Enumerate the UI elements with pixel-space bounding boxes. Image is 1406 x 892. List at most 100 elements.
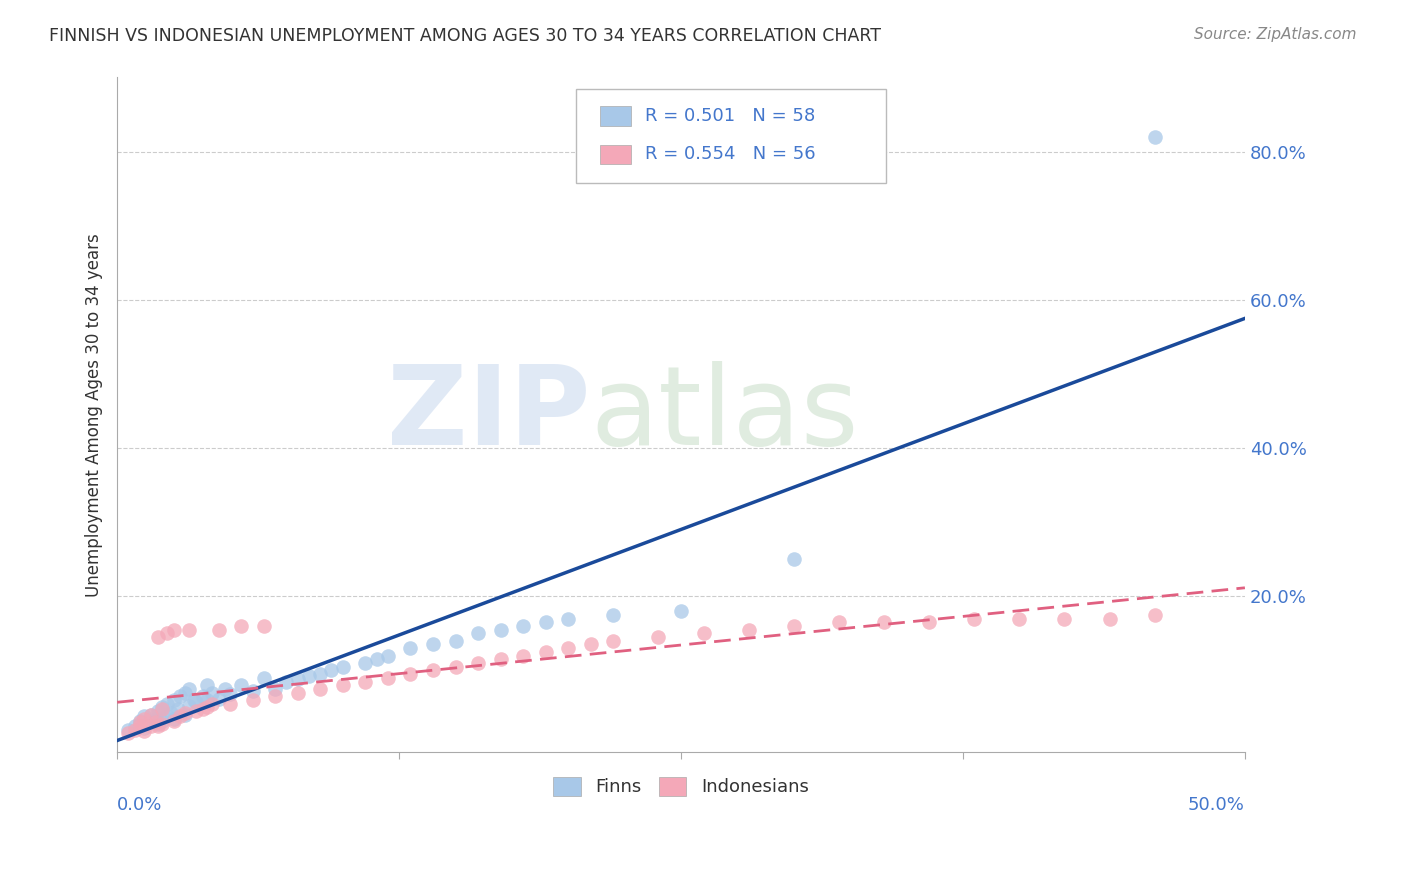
Y-axis label: Unemployment Among Ages 30 to 34 years: Unemployment Among Ages 30 to 34 years xyxy=(86,233,103,597)
Point xyxy=(422,664,444,678)
Point xyxy=(231,619,253,633)
Point xyxy=(146,630,169,644)
Point xyxy=(191,702,214,716)
Point xyxy=(134,709,156,723)
Point xyxy=(183,693,205,707)
Point xyxy=(231,678,253,692)
Point xyxy=(534,645,557,659)
Point xyxy=(783,552,806,566)
Point xyxy=(242,693,264,707)
Point xyxy=(534,615,557,630)
Point xyxy=(422,637,444,651)
Point xyxy=(783,619,806,633)
Point xyxy=(128,719,150,733)
Point xyxy=(134,724,156,739)
Point xyxy=(467,626,489,640)
Point xyxy=(145,712,167,726)
Point xyxy=(197,700,219,714)
Point xyxy=(873,615,896,630)
Point xyxy=(160,706,183,721)
Point xyxy=(489,623,512,637)
Point xyxy=(191,690,214,704)
Point xyxy=(146,716,169,731)
Point xyxy=(156,626,179,640)
Point xyxy=(179,623,201,637)
Point xyxy=(253,619,276,633)
Point xyxy=(332,659,354,673)
Point xyxy=(139,715,162,730)
Point xyxy=(117,723,139,737)
Point xyxy=(298,669,321,683)
Point xyxy=(557,641,579,656)
Point xyxy=(184,694,207,708)
Text: 0.0%: 0.0% xyxy=(117,796,163,814)
Point xyxy=(354,674,377,689)
Point xyxy=(128,714,150,728)
Legend: Finns, Indonesians: Finns, Indonesians xyxy=(546,770,815,804)
Point xyxy=(146,704,169,718)
Point xyxy=(162,712,184,726)
Point xyxy=(512,619,534,633)
Text: atlas: atlas xyxy=(591,361,859,468)
Point xyxy=(366,652,388,666)
Point xyxy=(146,719,169,733)
Point xyxy=(162,714,184,728)
Point xyxy=(162,693,184,707)
Point xyxy=(150,700,173,714)
Text: R = 0.501   N = 58: R = 0.501 N = 58 xyxy=(645,107,815,125)
Point xyxy=(377,648,399,663)
Point xyxy=(1053,611,1076,625)
Point xyxy=(253,671,276,685)
Point xyxy=(444,659,467,673)
Point xyxy=(669,604,692,618)
Point xyxy=(139,707,162,722)
Point xyxy=(489,652,512,666)
Point xyxy=(512,648,534,663)
Point xyxy=(963,611,986,625)
Point xyxy=(287,673,309,687)
Point xyxy=(208,691,231,706)
Point xyxy=(602,633,624,648)
Text: ZIP: ZIP xyxy=(388,361,591,468)
Point xyxy=(173,707,195,722)
Point xyxy=(1098,611,1121,625)
Point xyxy=(214,681,236,696)
Point xyxy=(276,674,298,689)
Point xyxy=(184,704,207,718)
Point xyxy=(173,706,195,721)
Point xyxy=(332,678,354,692)
Point xyxy=(399,667,422,681)
Point xyxy=(309,667,332,681)
Point xyxy=(602,607,624,622)
Point xyxy=(128,715,150,730)
Point xyxy=(134,712,156,726)
Point xyxy=(1143,129,1166,144)
Point xyxy=(197,678,219,692)
Point xyxy=(692,626,714,640)
Point xyxy=(321,664,343,678)
Point xyxy=(264,681,287,696)
Text: R = 0.554   N = 56: R = 0.554 N = 56 xyxy=(645,145,815,163)
Point xyxy=(1143,607,1166,622)
Point xyxy=(117,726,139,740)
Point xyxy=(444,633,467,648)
Point xyxy=(197,693,219,707)
Point xyxy=(169,709,191,723)
Point xyxy=(167,702,190,716)
Point xyxy=(150,716,173,731)
Point xyxy=(219,697,242,711)
Point xyxy=(264,690,287,704)
Point xyxy=(201,697,224,711)
Point xyxy=(242,684,264,698)
Point xyxy=(219,687,242,701)
Point xyxy=(162,623,184,637)
Point xyxy=(557,611,579,625)
Point xyxy=(124,723,146,737)
Point xyxy=(399,641,422,656)
Point xyxy=(124,719,146,733)
Point xyxy=(354,656,377,670)
Point xyxy=(173,685,195,699)
Point xyxy=(179,698,201,713)
Text: Source: ZipAtlas.com: Source: ZipAtlas.com xyxy=(1194,27,1357,42)
Point xyxy=(647,630,669,644)
